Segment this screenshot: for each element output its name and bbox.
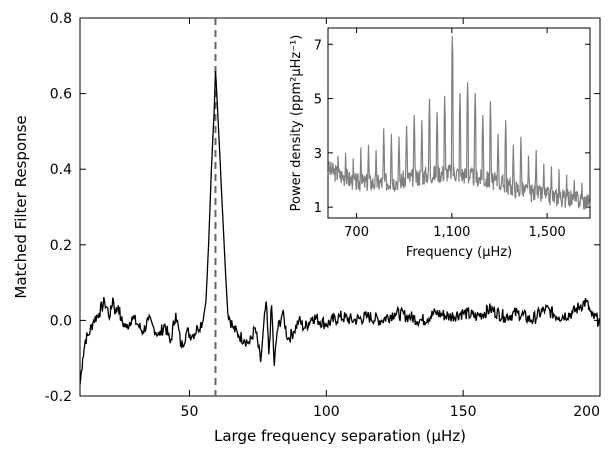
inset-xtick-label: 1,500 [529, 225, 566, 240]
main-xtick-label: 100 [313, 404, 340, 420]
main-ytick-label: 0.0 [50, 313, 72, 329]
main-xtick-label: 200 [573, 404, 600, 420]
inset-data-series [327, 36, 591, 210]
inset-ytick-label: 5 [314, 93, 322, 108]
main-ytick-label: 0.4 [50, 162, 72, 178]
inset-ytick-label: 3 [314, 147, 322, 162]
inset-x-axis-label: Frequency (μHz) [406, 245, 512, 260]
main-ytick-label: 0.6 [50, 87, 72, 103]
inset-ytick-label: 7 [314, 38, 322, 53]
inset-y-axis-label: Power density (ppm²μHz⁻¹) [289, 35, 304, 212]
main-x-axis-label: Large frequency separation (μHz) [214, 427, 466, 445]
main-ytick-label: 0.2 [50, 238, 72, 254]
inset-xtick-label: 1,100 [433, 225, 470, 240]
inset-plot: 1 3 5 7 700 1,100 1,500 Frequency (μHz) Power de… [289, 27, 591, 260]
inset-ytick-label: 1 [314, 201, 322, 216]
main-ytick-label: -0.2 [45, 389, 72, 405]
main-y-axis-label: Matched Filter Response [12, 115, 30, 298]
main-xtick-label: 50 [181, 404, 199, 420]
inset-xtick-label: 700 [344, 225, 369, 240]
main-ytick-label: 0.8 [50, 11, 72, 27]
main-xtick-label: 150 [450, 404, 477, 420]
main-plot-frame [79, 17, 601, 397]
main-plot: -0.2 0.0 0.2 0.4 0.6 0.8 50 100 150 200 Large freq… [12, 11, 601, 445]
main-data-series [79, 70, 601, 385]
